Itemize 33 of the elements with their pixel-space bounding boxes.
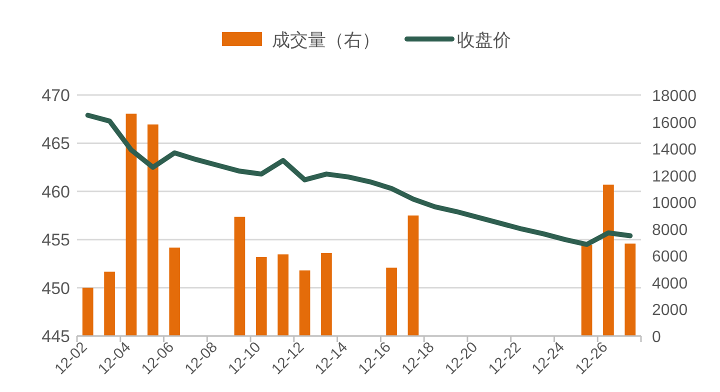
y2-tick-label: 4000 <box>652 275 688 292</box>
bar <box>169 248 180 336</box>
bar <box>299 270 310 336</box>
legend-label: 收盘价 <box>457 30 511 50</box>
bar <box>126 114 137 336</box>
y2-tick-label: 18000 <box>652 88 697 105</box>
bar <box>256 257 267 336</box>
y2-tick-label: 12000 <box>652 168 697 186</box>
bar <box>278 254 288 336</box>
y-tick-label: 465 <box>42 134 70 154</box>
y-tick-label: 450 <box>42 278 70 298</box>
bar <box>624 244 636 336</box>
bar <box>104 272 115 336</box>
bar <box>581 244 592 336</box>
y2-tick-label: 6000 <box>652 248 688 266</box>
y-tick-label: 460 <box>42 182 70 202</box>
bar <box>148 124 158 336</box>
bar <box>321 252 332 336</box>
y-tick-label: 445 <box>42 327 70 346</box>
y-tick-label: 455 <box>42 230 70 250</box>
y-tick-label: 470 <box>42 86 70 105</box>
y2-tick-label: 8000 <box>652 222 688 239</box>
y2-tick-label: 10000 <box>652 195 697 212</box>
bar <box>603 184 614 336</box>
y2-tick-label: 16000 <box>652 114 697 132</box>
y2-tick-label: 14000 <box>652 142 697 159</box>
bar <box>408 216 419 336</box>
bar <box>234 216 246 336</box>
y2-tick-label: 0 <box>652 329 661 346</box>
bar <box>82 288 94 336</box>
bar <box>386 268 397 336</box>
y2-tick-label: 2000 <box>652 302 688 320</box>
legend-label: 成交量（右） <box>272 30 380 50</box>
